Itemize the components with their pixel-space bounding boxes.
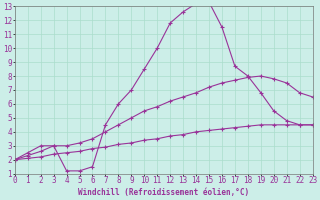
X-axis label: Windchill (Refroidissement éolien,°C): Windchill (Refroidissement éolien,°C)	[78, 188, 249, 197]
